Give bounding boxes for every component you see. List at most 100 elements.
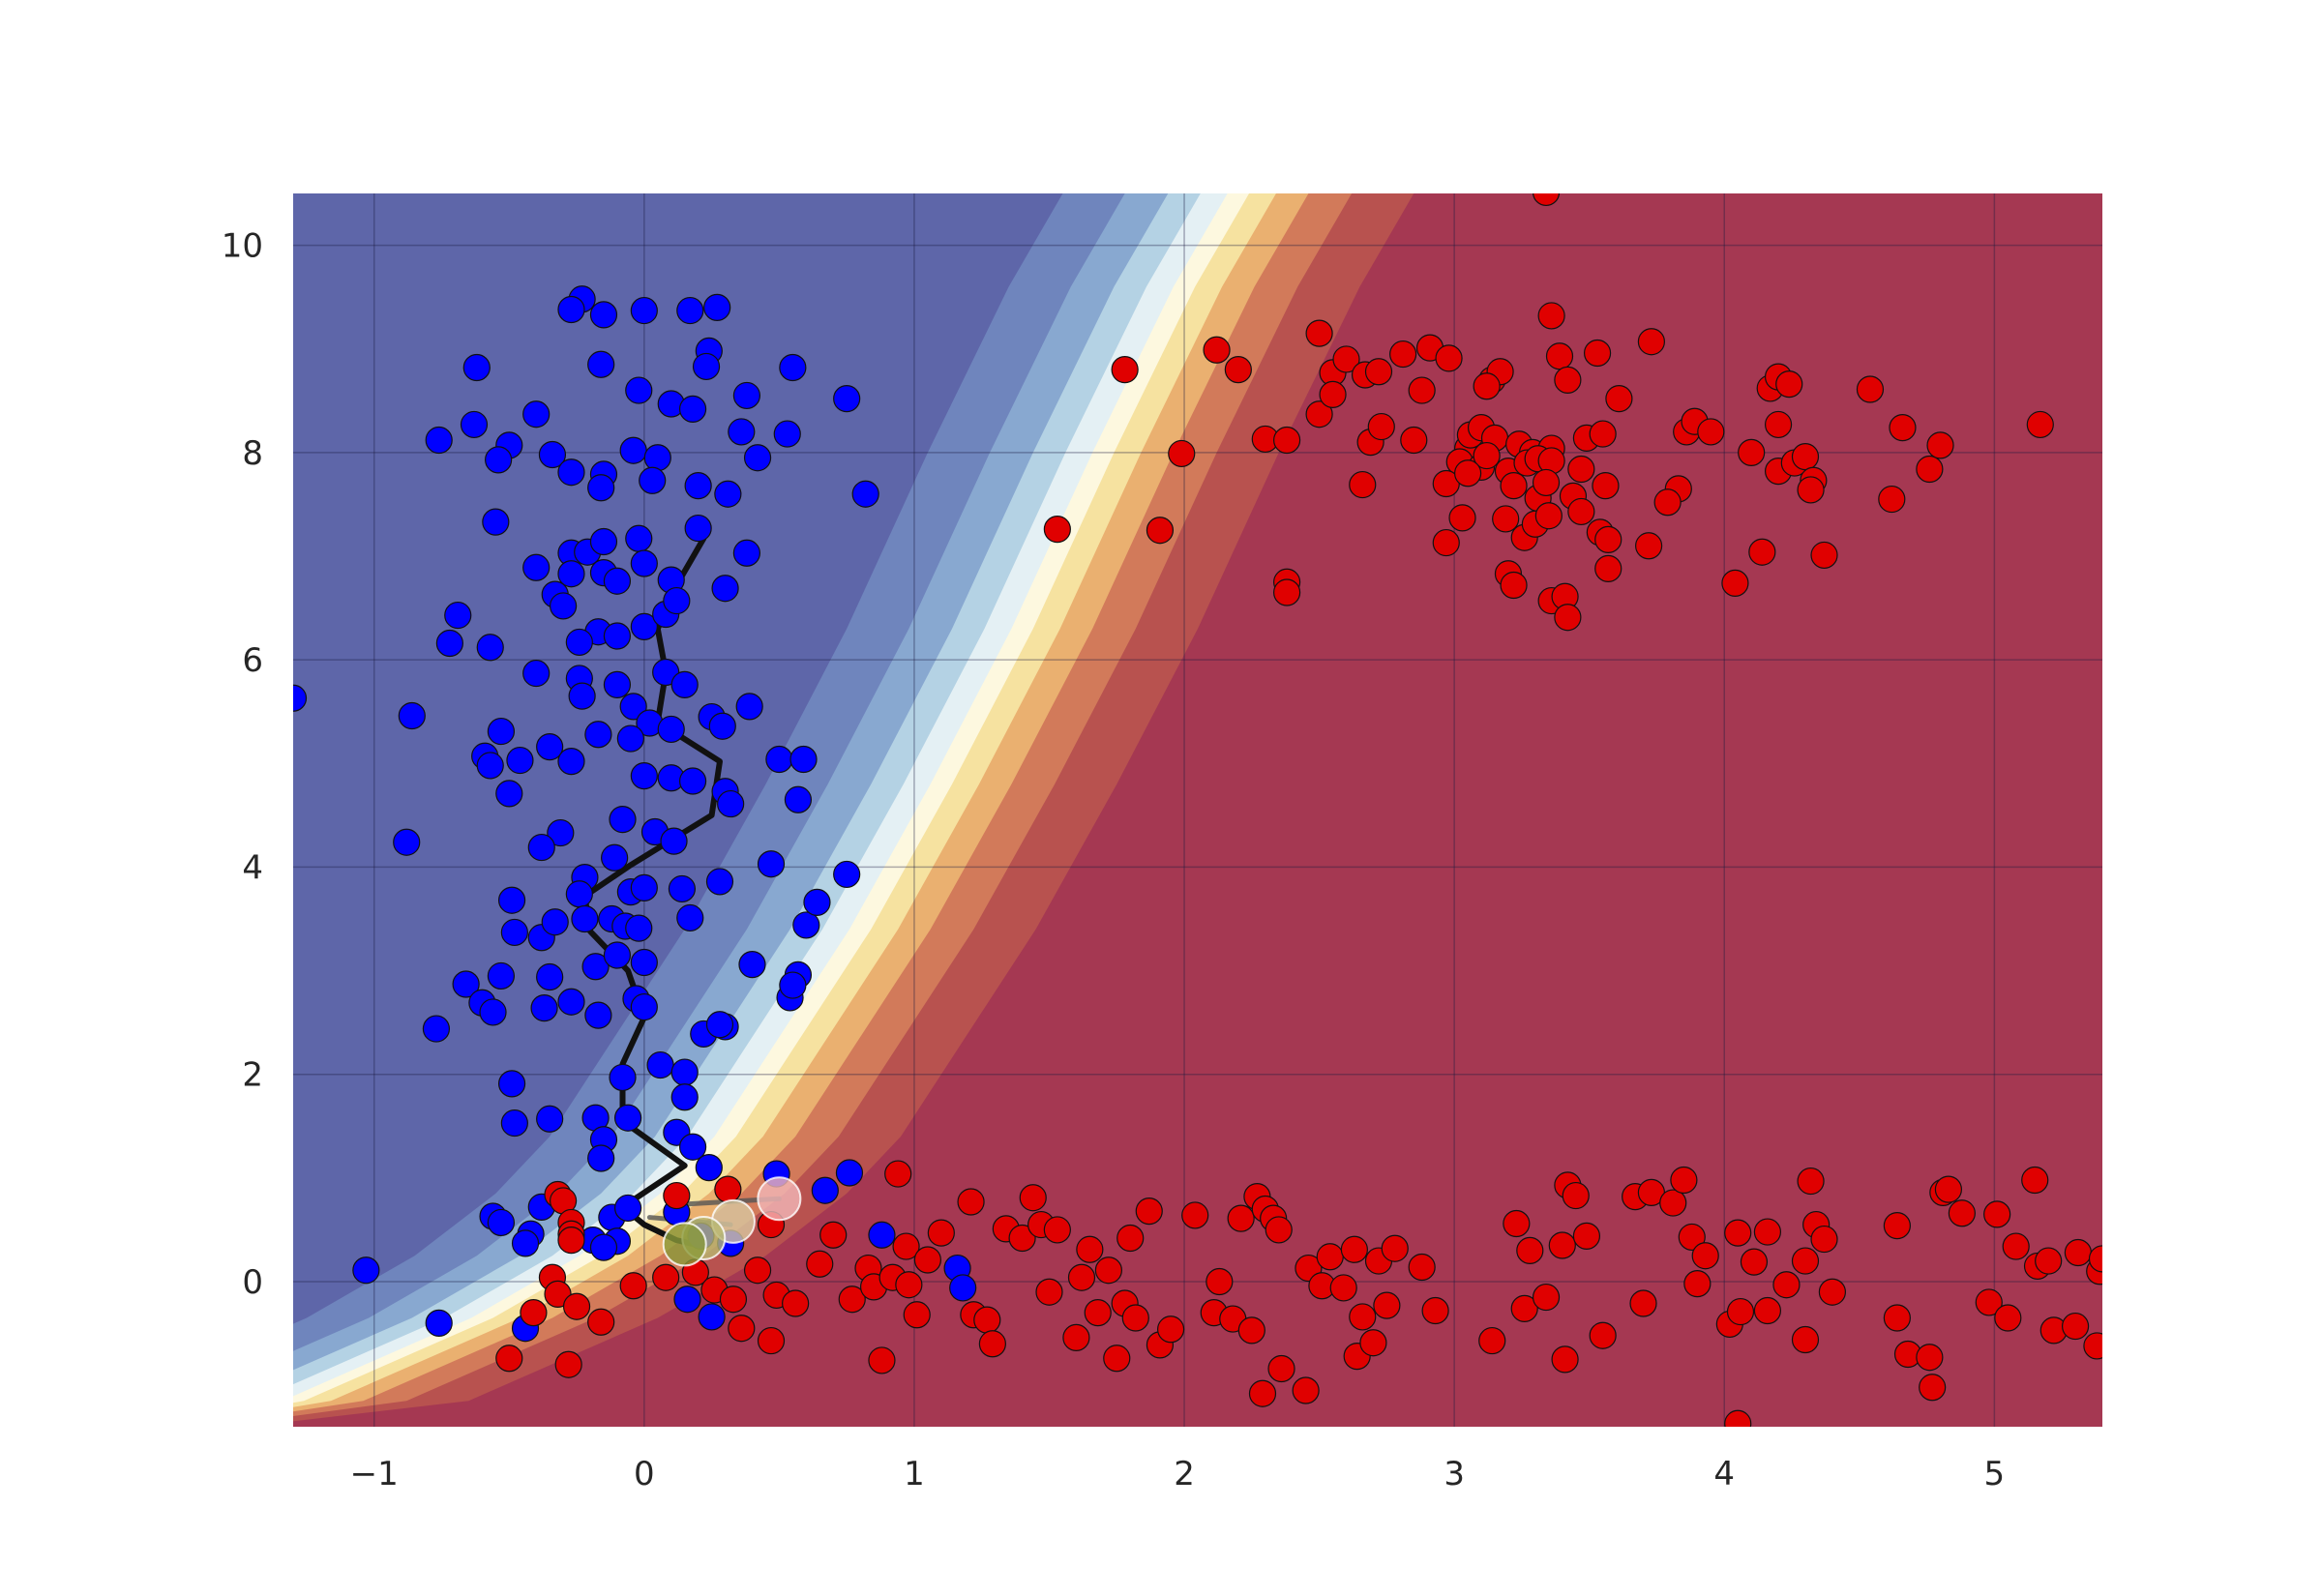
data-point	[557, 988, 585, 1016]
data-point	[603, 670, 632, 698]
data-point	[1919, 1374, 1947, 1402]
data-point	[1062, 1323, 1090, 1351]
data-point	[630, 992, 658, 1021]
data-point	[684, 472, 712, 500]
data-points	[293, 193, 2102, 1427]
data-point	[868, 1346, 896, 1374]
data-point	[536, 962, 564, 991]
data-point	[485, 446, 513, 474]
data-point	[1408, 1253, 1436, 1282]
data-point	[520, 1299, 548, 1327]
data-point	[1653, 488, 1682, 517]
data-point	[603, 941, 632, 969]
data-point	[1724, 1409, 1752, 1427]
data-point	[1532, 468, 1561, 497]
data-point	[1697, 418, 1725, 446]
data-point	[1554, 604, 1582, 632]
data-point	[1975, 1288, 2003, 1316]
data-point	[1367, 412, 1395, 441]
data-point	[1516, 1236, 1544, 1264]
data-point	[639, 466, 667, 494]
data-point	[293, 684, 308, 712]
data-point	[1572, 1222, 1601, 1250]
data-point	[646, 1050, 674, 1079]
data-point	[1273, 426, 1301, 455]
data-point	[698, 1303, 726, 1331]
decision-surface	[293, 193, 2102, 1427]
data-point	[1454, 459, 1482, 488]
data-point	[1738, 438, 1766, 466]
data-point	[587, 350, 615, 378]
data-point	[1883, 1212, 1911, 1240]
data-point	[1319, 380, 1347, 408]
data-point	[838, 1286, 866, 1314]
data-point	[884, 1160, 912, 1188]
data-point	[527, 833, 555, 862]
data-point	[497, 1070, 526, 1098]
data-point	[1772, 1271, 1801, 1299]
data-point	[630, 948, 658, 977]
data-point	[1594, 525, 1622, 553]
y-tick-label: 8	[242, 434, 263, 473]
data-point	[565, 628, 593, 657]
data-point	[601, 843, 629, 872]
data-point	[1532, 193, 1561, 207]
data-point	[2083, 1332, 2102, 1360]
x-tick-label: −1	[350, 1455, 399, 1493]
data-point	[1340, 1235, 1368, 1263]
data-point	[487, 717, 516, 746]
data-point	[1116, 1224, 1145, 1253]
data-point	[757, 850, 786, 878]
data-point	[630, 296, 658, 325]
data-point	[630, 549, 658, 577]
data-point	[460, 410, 489, 439]
data-point	[1567, 455, 1595, 484]
data-point	[1364, 358, 1393, 386]
highlight-point	[662, 1222, 707, 1267]
plot-area	[293, 193, 2102, 1427]
y-tick-label: 6	[242, 641, 263, 680]
data-point	[425, 426, 453, 455]
data-point	[1473, 441, 1501, 470]
data-point	[692, 352, 721, 381]
data-point	[536, 1105, 564, 1133]
data-point	[892, 1232, 920, 1260]
data-point	[557, 295, 585, 324]
data-point	[557, 458, 585, 487]
data-point	[779, 971, 807, 999]
data-point	[1637, 328, 1665, 356]
data-point	[1227, 1204, 1255, 1232]
data-point	[584, 721, 612, 749]
data-point	[1084, 1299, 1112, 1327]
data-point	[1111, 356, 1139, 384]
data-point	[1810, 541, 1838, 570]
data-point	[476, 752, 504, 780]
data-point	[652, 1263, 680, 1291]
data-point	[1067, 1263, 1096, 1291]
data-point	[1500, 571, 1528, 600]
data-point	[708, 712, 736, 740]
data-point	[1670, 1166, 1698, 1195]
data-point	[1146, 517, 1175, 545]
data-point	[789, 745, 818, 774]
data-point	[895, 1271, 923, 1299]
data-point	[1332, 345, 1360, 373]
data-point	[668, 874, 697, 903]
data-point	[393, 828, 421, 856]
data-point	[557, 1227, 585, 1255]
data-point	[522, 553, 551, 581]
surface-band	[293, 193, 1063, 1324]
data-point	[673, 1286, 701, 1314]
x-tick-label: 2	[1174, 1455, 1195, 1493]
data-point	[619, 436, 647, 464]
data-point	[773, 420, 801, 448]
data-point	[541, 908, 569, 936]
data-point	[500, 918, 528, 947]
highlight-point	[757, 1176, 802, 1222]
data-point	[1916, 455, 1944, 484]
data-point	[613, 1194, 642, 1223]
data-point	[1035, 1278, 1063, 1306]
data-point	[703, 293, 731, 321]
data-point	[1554, 366, 1582, 394]
